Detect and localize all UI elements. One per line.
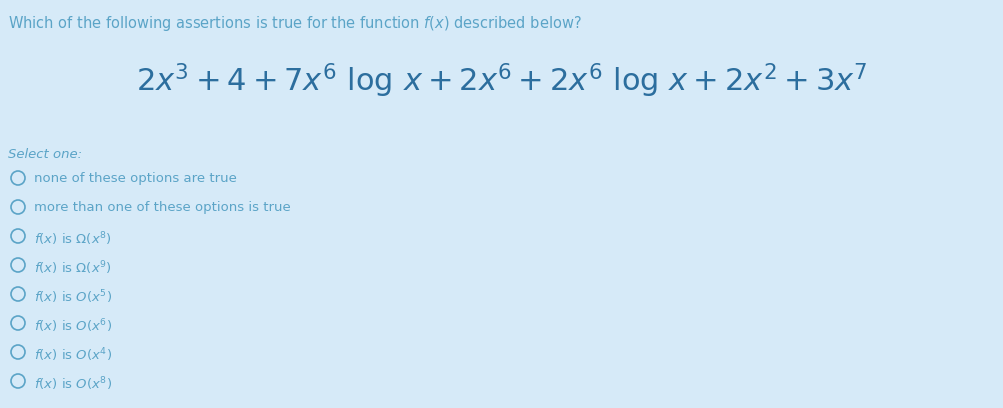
Text: $f(x)$ is $O(x^4)$: $f(x)$ is $O(x^4)$ [34, 346, 112, 364]
Text: Which of the following assertions is true for the function $f(x)$ described belo: Which of the following assertions is tru… [8, 14, 582, 33]
Text: $f(x)$ is $O(x^5)$: $f(x)$ is $O(x^5)$ [34, 288, 112, 306]
Text: $f(x)$ is $\Omega(x^9)$: $f(x)$ is $\Omega(x^9)$ [34, 259, 111, 277]
Text: more than one of these options is true: more than one of these options is true [34, 201, 291, 214]
Text: $f(x)$ is $\Omega(x^8)$: $f(x)$ is $\Omega(x^8)$ [34, 230, 111, 248]
Text: Select one:: Select one: [8, 148, 82, 161]
Text: $2x^3 + 4 + 7x^6\ \mathrm{log}\ x + 2x^6 + 2x^6\ \mathrm{log}\ x + 2x^2 + 3x^7$: $2x^3 + 4 + 7x^6\ \mathrm{log}\ x + 2x^6… [136, 62, 867, 100]
Text: $f(x)$ is $O(x^8)$: $f(x)$ is $O(x^8)$ [34, 375, 112, 392]
Text: $f(x)$ is $O(x^6)$: $f(x)$ is $O(x^6)$ [34, 317, 112, 335]
Text: none of these options are true: none of these options are true [34, 172, 237, 185]
